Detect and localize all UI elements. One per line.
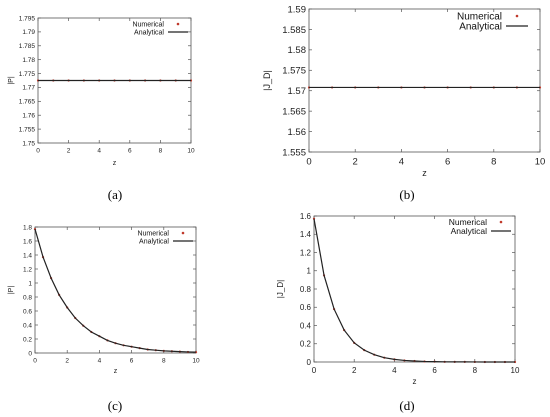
- y-tick-label: 1.75: [22, 140, 35, 147]
- y-tick-label: 1.6: [300, 212, 312, 221]
- y-axis-label: |J_D|: [276, 280, 285, 298]
- y-tick-label: 0.6: [23, 308, 32, 315]
- y-tick-label: 0.8: [300, 285, 312, 294]
- x-tick-label: 4: [98, 358, 102, 365]
- x-axis-label: z: [422, 168, 427, 178]
- legend-label-1: Analytical: [451, 226, 487, 236]
- y-tick-label: 1.2: [300, 248, 312, 257]
- legend-label-0: Numerical: [137, 230, 169, 237]
- x-tick-label: 8: [162, 358, 166, 365]
- y-tick-label: 1.555: [282, 147, 306, 158]
- legend-label-1: Analytical: [134, 29, 164, 36]
- y-tick-label: 1.79: [22, 29, 35, 36]
- x-tick-label: 2: [67, 148, 71, 155]
- legend-swatch-point: [176, 22, 180, 26]
- x-tick-label: 6: [445, 157, 450, 168]
- y-tick-label: 0.2: [300, 340, 312, 349]
- y-tick-label: 1.59: [288, 4, 307, 15]
- plot-frame: [308, 8, 541, 153]
- y-tick-label: 0: [28, 350, 32, 357]
- y-tick-label: 1.4: [300, 230, 312, 239]
- y-tick-label: 1.565: [282, 106, 306, 117]
- y-tick-label: 1.585: [282, 25, 306, 36]
- x-tick-label: 6: [432, 366, 437, 375]
- series-line-analytical: [34, 228, 197, 353]
- panel-caption: (c): [108, 398, 122, 413]
- y-tick-label: 1.56: [288, 127, 307, 138]
- y-axis-label: |J_D|: [262, 70, 272, 91]
- x-axis-label: z: [114, 368, 118, 375]
- panel-3: 0 2 4 6 8 10 0 0.2 0.4 0.6 0.8 1 1.2 1.4 1.6 z |J_D| Nume…: [276, 212, 520, 413]
- y-tick-label: 1.795: [19, 15, 36, 22]
- x-tick-label: 6: [130, 358, 134, 365]
- y-tick-label: 1.4: [23, 252, 32, 259]
- x-tick-label: 6: [128, 148, 132, 155]
- x-tick-label: 10: [535, 157, 546, 168]
- legend-label-1: Analytical: [459, 22, 502, 33]
- legend-label-0: Numerical: [457, 12, 502, 23]
- panel-1: 0 2 4 6 8 10 1.555 1.56 1.565 1.57 1.575 1.58 1.585 1…: [262, 4, 545, 202]
- x-tick-label: 0: [312, 366, 317, 375]
- y-axis-label: |P|: [8, 76, 15, 84]
- x-tick-label: 10: [511, 366, 520, 375]
- x-tick-label: 2: [353, 157, 358, 168]
- y-tick-label: 1.8: [23, 224, 32, 231]
- y-tick-label: 0.6: [300, 303, 312, 312]
- panel-caption: (a): [108, 187, 122, 202]
- legend-label-1: Analytical: [139, 238, 169, 245]
- x-tick-label: 0: [306, 157, 311, 168]
- y-tick-label: 1.78: [22, 57, 35, 64]
- x-tick-label: 2: [65, 358, 69, 365]
- y-tick-label: 1.77: [22, 85, 35, 92]
- legend-swatch-point: [181, 231, 185, 235]
- panel-caption: (d): [399, 398, 414, 413]
- legend-swatch-point: [499, 220, 503, 224]
- y-tick-label: 1.755: [19, 126, 36, 133]
- y-tick-label: 1.6: [23, 238, 32, 245]
- x-tick-label: 8: [159, 148, 163, 155]
- x-tick-label: 10: [192, 358, 200, 365]
- panel-2: 0 2 4 6 8 10 0 0.2 0.4 0.6 0.8 1 1.2 1.4 1.6 1.8 z |P| Num…: [8, 224, 200, 413]
- y-tick-label: 0.2: [23, 336, 32, 343]
- plot-frame: [34, 226, 197, 354]
- y-tick-label: 1.785: [19, 43, 36, 50]
- x-tick-label: 0: [36, 148, 40, 155]
- x-axis-label: z: [113, 160, 117, 167]
- y-tick-label: 0: [307, 358, 312, 367]
- panel-0: 0 2 4 6 8 10 1.75 1.755 1.76 1.765 1.77 1.775 1.78 1.…: [8, 15, 195, 202]
- x-tick-label: 2: [352, 366, 357, 375]
- y-tick-label: 1: [28, 280, 32, 287]
- x-tick-label: 8: [473, 366, 478, 375]
- y-tick-label: 0.8: [23, 294, 32, 301]
- y-tick-label: 1.57: [288, 86, 307, 97]
- y-tick-label: 1.58: [288, 45, 307, 56]
- y-tick-label: 1: [307, 267, 312, 276]
- y-tick-label: 1.2: [23, 266, 32, 273]
- y-tick-label: 1.775: [19, 71, 36, 78]
- y-tick-label: 1.575: [282, 66, 306, 77]
- series-line-analytical: [313, 218, 515, 363]
- legend-swatch-point: [515, 14, 519, 18]
- legend-label-0: Numerical: [449, 217, 487, 227]
- x-tick-label: 8: [491, 157, 496, 168]
- y-tick-label: 0.4: [300, 321, 312, 330]
- legend-label-0: Numerical: [132, 21, 164, 28]
- x-tick-label: 4: [392, 366, 397, 375]
- x-tick-label: 0: [33, 358, 37, 365]
- y-tick-label: 1.76: [22, 112, 35, 119]
- plot-frame: [313, 215, 516, 363]
- y-tick-label: 1.765: [19, 99, 36, 106]
- x-tick-label: 4: [399, 157, 404, 168]
- panel-caption: (b): [399, 187, 414, 202]
- y-tick-label: 0.4: [23, 322, 32, 329]
- y-axis-label: |P|: [8, 286, 15, 294]
- x-tick-label: 4: [97, 148, 101, 155]
- x-axis-label: z: [413, 377, 417, 386]
- x-tick-label: 10: [187, 148, 195, 155]
